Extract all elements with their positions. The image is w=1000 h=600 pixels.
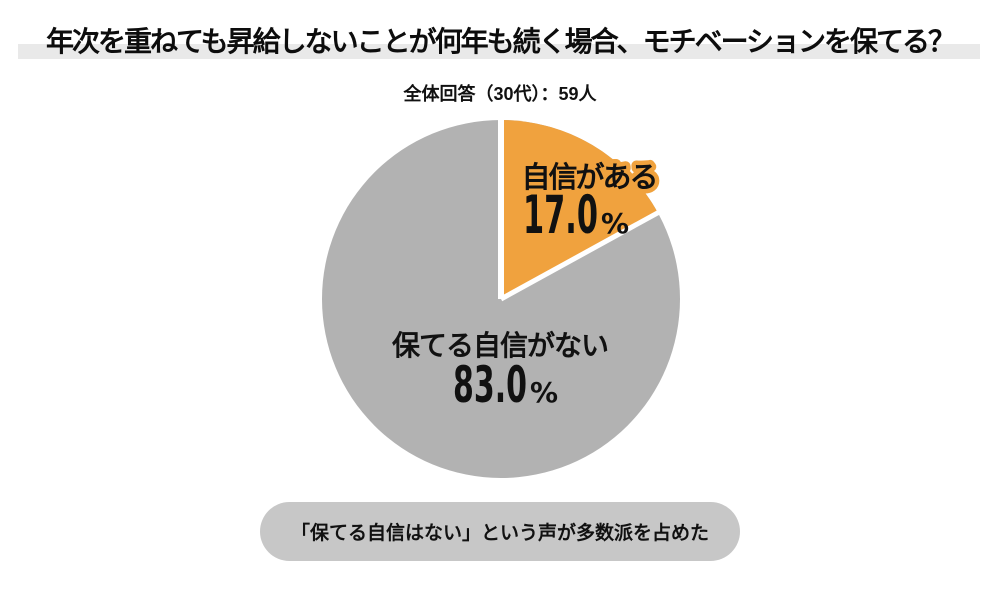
chart-subtitle: 全体回答（30代）：59人 (403, 84, 597, 104)
title-highlight-bar (18, 44, 980, 59)
large-slice-number: 83.0 (453, 356, 527, 414)
callout-text: 「保てる自信はない」という声が多数派を占めた (290, 523, 709, 544)
small-slice-percent-sign: % (601, 207, 629, 240)
large-slice-value: 83.0% (453, 356, 558, 414)
large-slice-label: 保てる自信がない (392, 329, 608, 361)
callout-pill: 「保てる自信はない」という声が多数派を占めた (260, 502, 740, 561)
title-block: 年次を重ねても昇給しないことが何年も続く場合、モチベーションを保てる？ (0, 0, 1000, 70)
small-slice-number: 17.0 (523, 185, 598, 246)
large-slice-percent-sign: % (530, 376, 558, 409)
pie-slice-small (501, 119, 658, 299)
small-slice-label: 自信がある (521, 160, 656, 194)
page-title: 年次を重ねても昇給しないことが何年も続く場合、モチベーションを保てる？ (45, 26, 956, 57)
slice-separator-diagonal (499, 209, 661, 302)
small-slice-value: 17.0% (523, 185, 629, 246)
